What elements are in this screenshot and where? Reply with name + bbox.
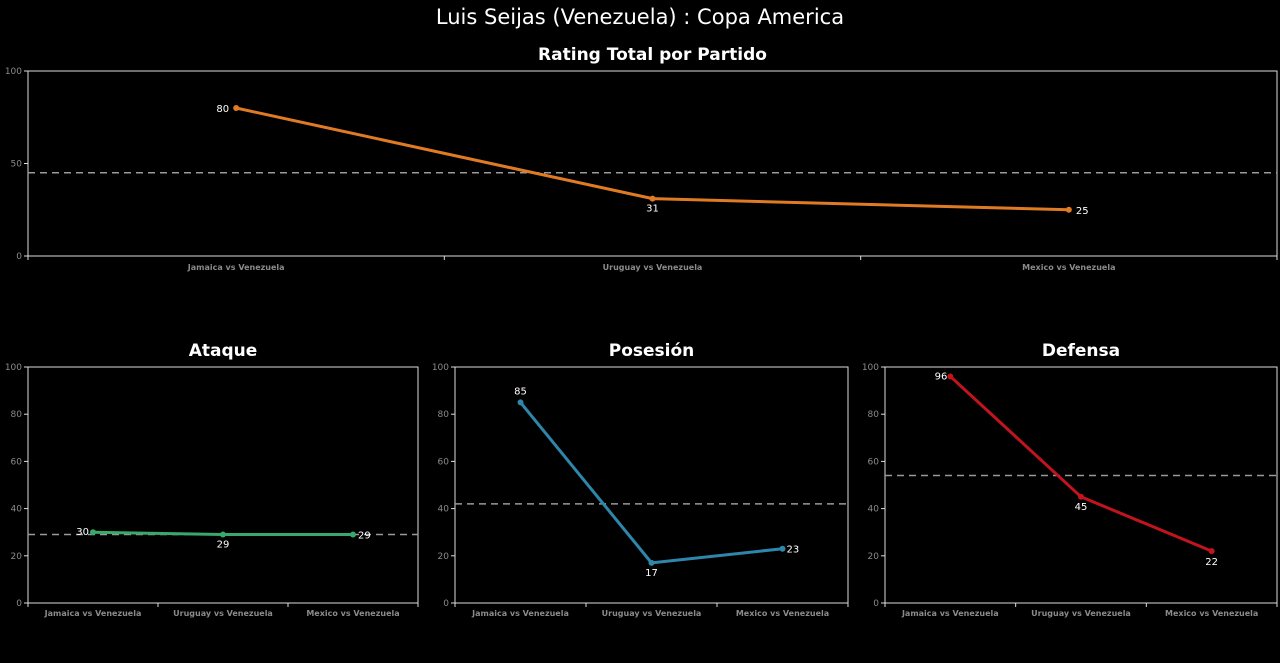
x-tick-label: Uruguay vs Venezuela <box>602 609 702 618</box>
x-tick-label: Mexico vs Venezuela <box>1165 609 1258 618</box>
y-tick-label: 0 <box>16 252 22 262</box>
panel-title: Rating Total por Partido <box>538 45 767 65</box>
y-tick-label: 40 <box>11 505 23 515</box>
data-label: 29 <box>358 531 371 542</box>
series-line <box>235 106 1069 212</box>
data-point <box>233 105 240 111</box>
y-tick-label: 100 <box>862 363 879 373</box>
y-tick-label: 20 <box>438 552 450 562</box>
data-label: 85 <box>514 386 527 397</box>
panel-title: Posesión <box>609 341 695 361</box>
y-tick-label: 100 <box>5 67 22 77</box>
panel-title: Ataque <box>189 341 258 361</box>
y-tick-label: 100 <box>432 363 449 373</box>
panel-posesion: Posesión 0 20 40 60 80 100 Jamaica vs Venezuela… <box>432 341 849 618</box>
x-tick-label: Jamaica vs Venezuela <box>44 609 142 618</box>
data-point <box>947 373 954 380</box>
y-tick-label: 80 <box>868 410 880 420</box>
data-point <box>648 559 655 566</box>
data-point <box>220 531 226 538</box>
x-tick-label: Mexico vs Venezuela <box>1022 263 1115 272</box>
x-tick-label: Uruguay vs Venezuela <box>173 609 273 618</box>
data-point <box>779 545 786 552</box>
plot-frame <box>27 70 1278 257</box>
data-label: 96 <box>935 371 948 382</box>
y-tick-label: 60 <box>438 457 450 467</box>
main-title: Luis Seijas (Venezuela) : Copa America <box>436 5 844 29</box>
x-tick-label: Uruguay vs Venezuela <box>1031 609 1131 618</box>
data-label: 31 <box>646 204 659 215</box>
data-point <box>649 195 656 202</box>
y-tick-label: 60 <box>11 457 23 467</box>
panel-rating-total: Rating Total por Partido 0 50 100 Jamaica vs… <box>5 45 1278 272</box>
data-label: 80 <box>216 104 229 115</box>
x-tick-label: Jamaica vs Venezuela <box>471 609 569 618</box>
data-label: 30 <box>76 527 89 538</box>
x-tick-label: Jamaica vs Venezuela <box>901 609 999 618</box>
y-tick-label: 40 <box>438 505 450 515</box>
y-tick-label: 100 <box>5 363 22 373</box>
x-tick-label: Jamaica vs Venezuela <box>187 263 285 272</box>
series-line <box>519 401 783 565</box>
y-tick-label: 40 <box>868 505 880 515</box>
data-point <box>350 531 356 538</box>
x-tick-label: Uruguay vs Venezuela <box>603 263 703 272</box>
y-tick-label: 80 <box>11 410 23 420</box>
y-tick-label: 0 <box>443 599 449 609</box>
data-label: 17 <box>645 568 658 579</box>
y-tick-label: 60 <box>868 457 880 467</box>
panel-title: Defensa <box>1042 341 1120 361</box>
y-tick-label: 20 <box>11 552 23 562</box>
panel-defensa: Defensa 0 20 40 60 80 100 Jamaica vs Venezuela U… <box>862 341 1278 618</box>
data-point <box>1065 206 1072 213</box>
series-line <box>949 375 1213 553</box>
data-label: 29 <box>217 540 230 551</box>
x-tick-label: Mexico vs Venezuela <box>736 609 829 618</box>
y-tick-label: 50 <box>11 160 23 170</box>
panel-ataque: Ataque 0 20 40 60 80 100 Jamaica vs Venezuela Ur… <box>5 341 419 618</box>
data-point <box>1078 493 1084 500</box>
y-tick-label: 80 <box>438 410 450 420</box>
y-tick-label: 0 <box>873 599 879 609</box>
data-point <box>517 399 524 406</box>
plot-frame <box>884 366 1278 604</box>
data-label: 25 <box>1076 206 1089 217</box>
data-label: 45 <box>1075 502 1088 513</box>
y-tick-label: 20 <box>868 552 880 562</box>
y-tick-label: 0 <box>16 599 22 609</box>
x-tick-label: Mexico vs Venezuela <box>306 609 399 618</box>
data-label: 22 <box>1205 557 1218 568</box>
plot-frame <box>27 366 419 604</box>
data-label: 23 <box>787 545 800 556</box>
data-point <box>90 529 96 536</box>
data-point <box>1208 548 1215 555</box>
plot-frame <box>454 366 849 604</box>
